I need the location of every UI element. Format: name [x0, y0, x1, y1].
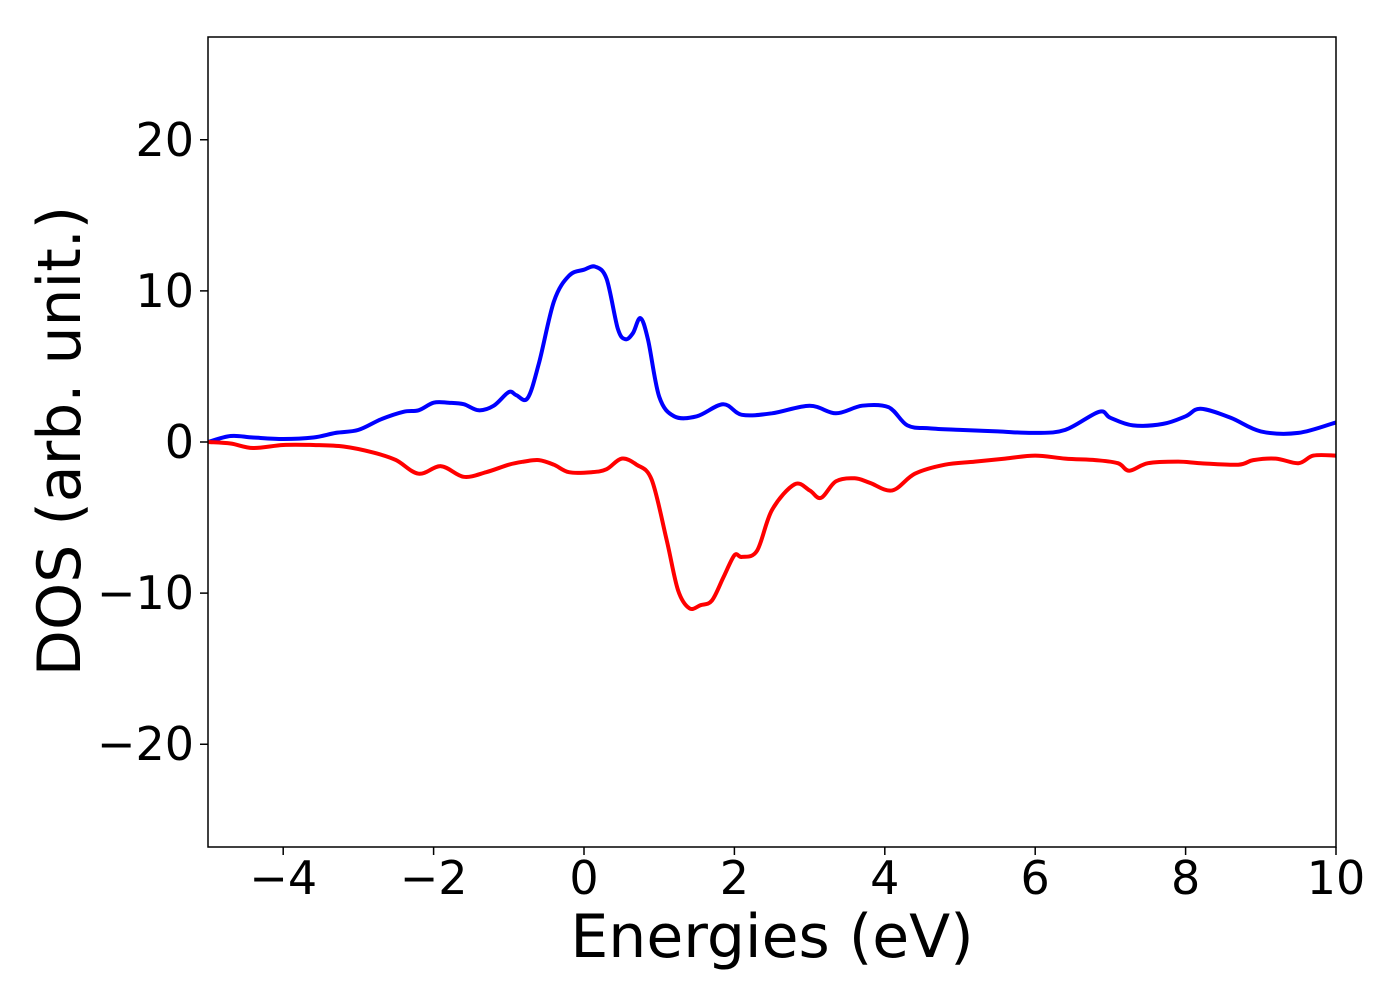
x-tick-label: 8: [1171, 851, 1200, 905]
y-axis-ticks: −20 −10 0 10 20: [97, 113, 208, 771]
series-layer: [207, 264, 1337, 612]
y-tick-label: −10: [97, 566, 194, 620]
y-tick-label: 0: [165, 415, 194, 469]
x-tick-label: 0: [569, 851, 598, 905]
x-tick-label: −4: [249, 851, 317, 905]
y-tick-label: 20: [135, 113, 194, 167]
y-tick-label: 10: [135, 264, 194, 318]
y-axis-label: DOS (arb. unit.): [25, 206, 95, 676]
x-axis-label: Energies (eV): [570, 902, 973, 972]
spin-up-line: [207, 264, 1337, 444]
x-tick-label: 6: [1021, 851, 1050, 905]
x-tick-label: 10: [1307, 851, 1366, 905]
x-tick-label: −2: [400, 851, 468, 905]
x-axis-ticks: −4 −2 0 2 4 6 8 10: [249, 847, 1365, 905]
plot-frame: [207, 36, 1337, 848]
x-tick-label: 4: [870, 851, 899, 905]
y-tick-label: −20: [97, 717, 194, 771]
spin-down-line: [207, 440, 1337, 612]
x-tick-label: 2: [720, 851, 749, 905]
